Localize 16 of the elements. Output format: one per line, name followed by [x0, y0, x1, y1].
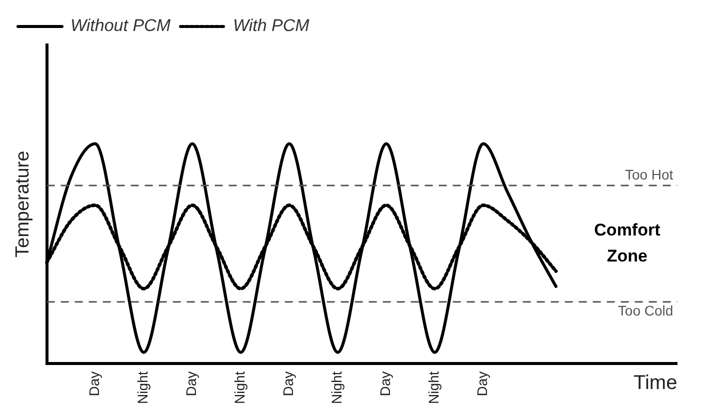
x-tick-label: Day — [474, 371, 490, 396]
x-axis-title: Time — [633, 372, 678, 394]
ref-line-label: Too Hot — [624, 166, 674, 182]
x-tick-label: Day — [183, 371, 200, 396]
x-tick-label: Night — [134, 371, 151, 404]
ref-line-label: Too Cold — [618, 302, 674, 319]
legend-label: With PCM — [232, 16, 310, 36]
x-tick-label: Night — [328, 371, 345, 404]
x-tick-label: Day — [86, 371, 102, 396]
y-axis-title: Temperature — [12, 150, 34, 258]
x-tick-label: Day — [377, 371, 394, 396]
x-tick-label: Night — [426, 371, 442, 404]
legend-label: Without PCM — [70, 16, 172, 36]
annotation: Comfort Zone — [594, 220, 661, 266]
x-tick-label: Night — [232, 371, 248, 404]
x-tick-label: Day — [280, 371, 296, 396]
